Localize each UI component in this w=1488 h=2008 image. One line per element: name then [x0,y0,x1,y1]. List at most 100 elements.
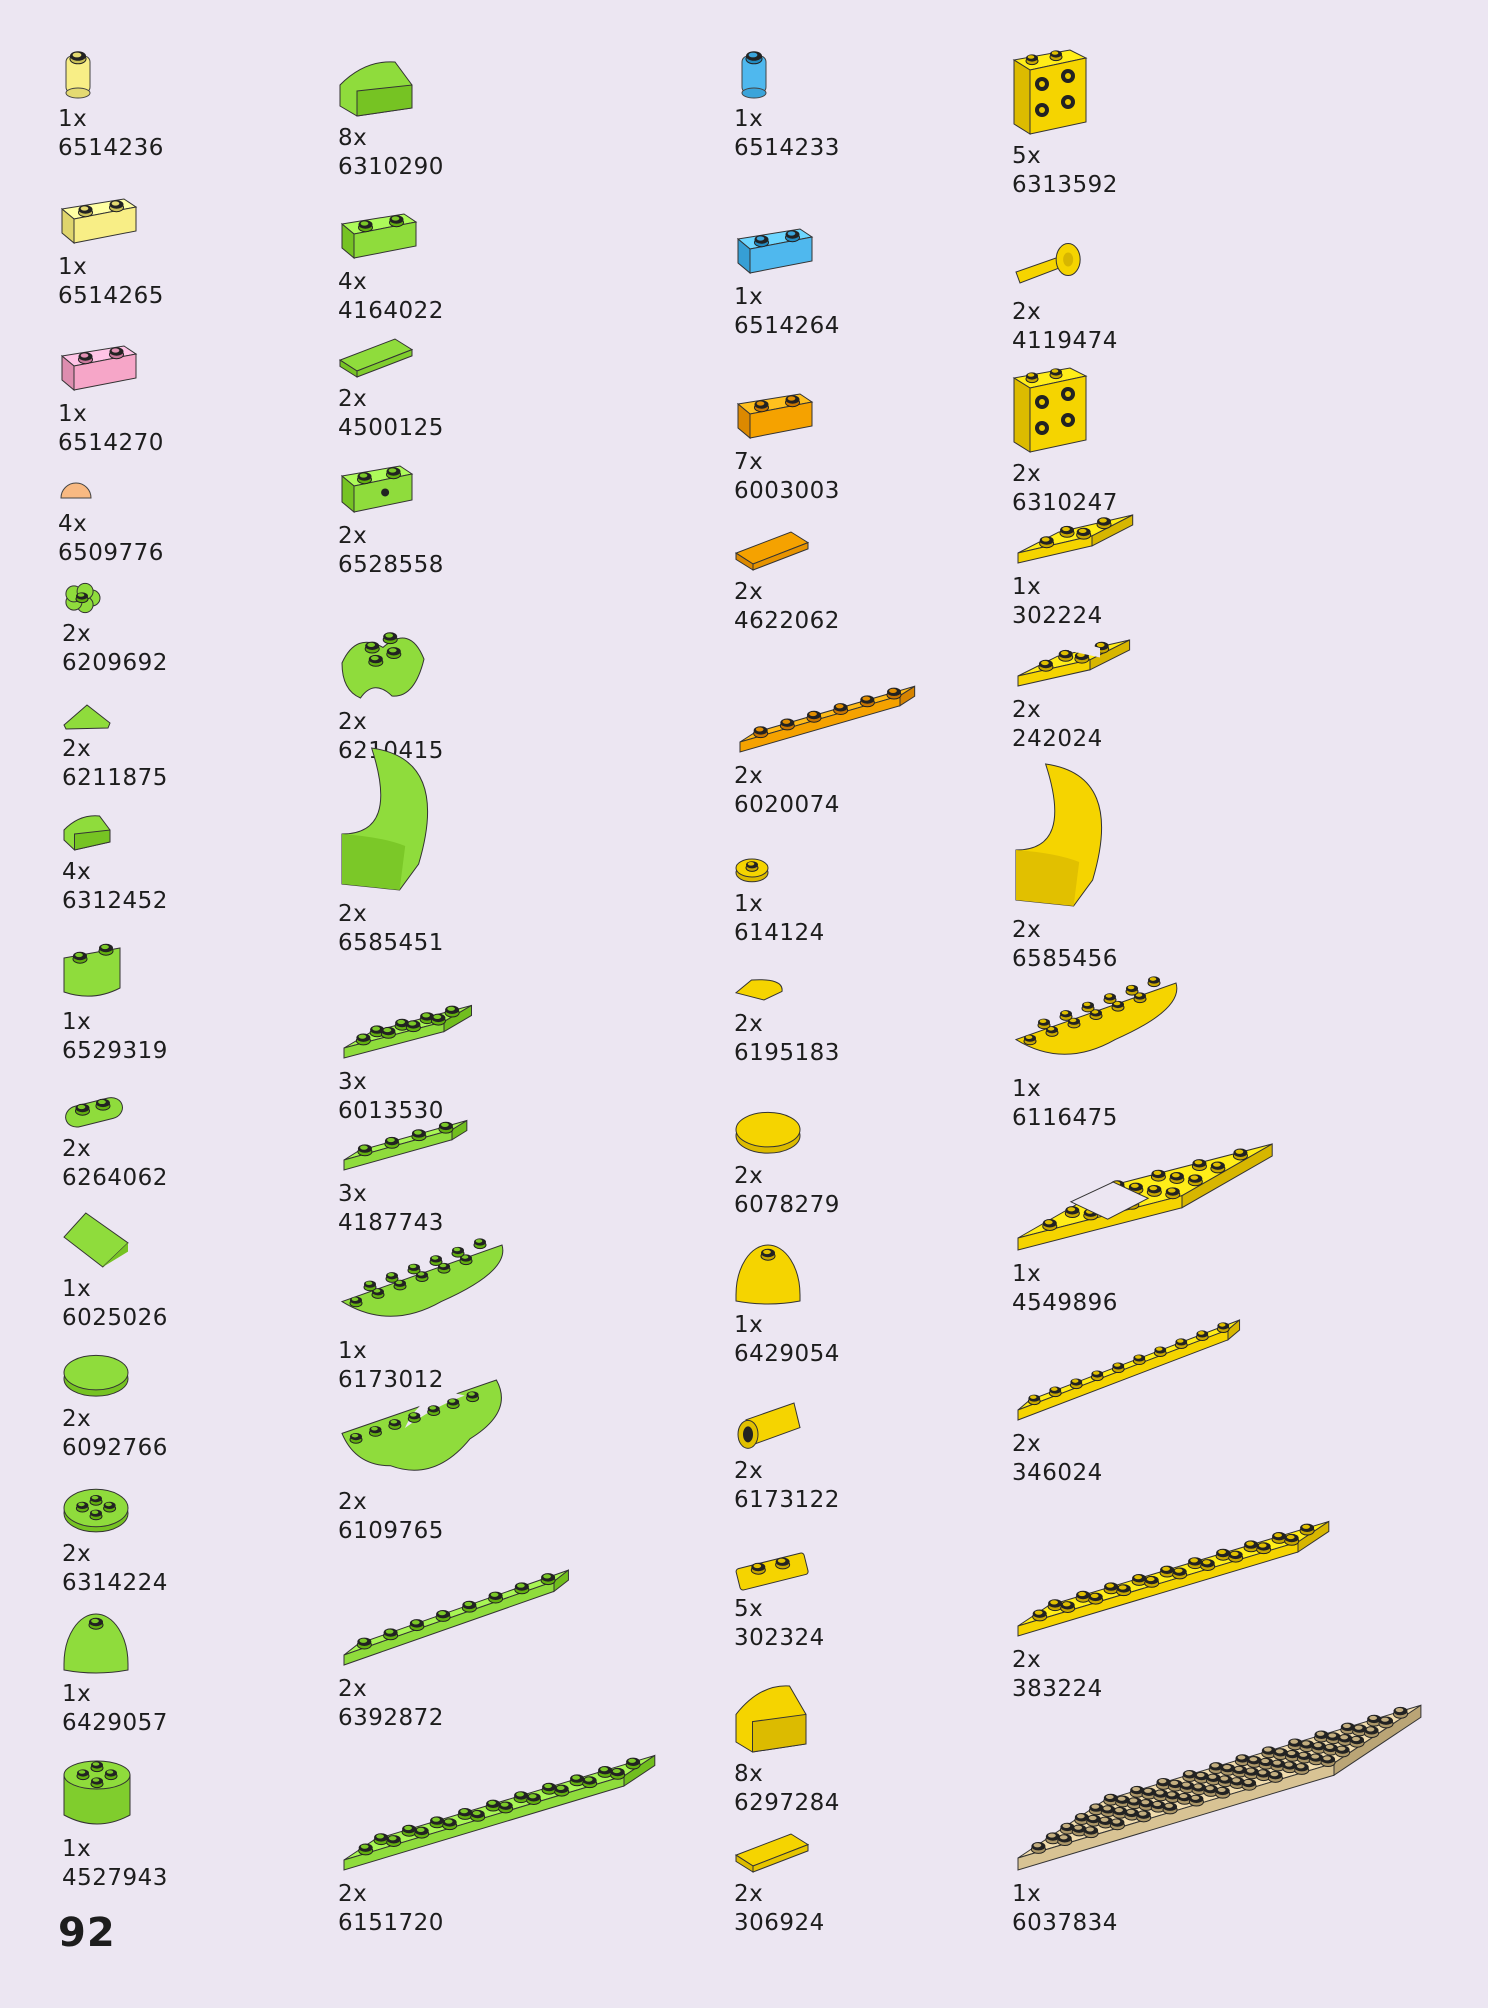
part-number: 6310290 [338,154,444,180]
part-number: 6003003 [734,478,840,504]
slope-side [752,1713,807,1753]
part-number: 6392872 [338,1705,444,1731]
part-item: 2x 6211875 [62,703,282,793]
stud [1165,1187,1181,1200]
stud [582,1776,598,1789]
stud [1103,993,1117,1004]
part-quantity: 2x [734,1163,764,1189]
part-number: 6313592 [1012,172,1118,198]
part-quantity: 3x [338,1181,368,1207]
stud [1144,1575,1160,1588]
stud [95,1098,111,1111]
round-1x1-icon [741,51,767,99]
base [65,87,91,99]
part-item: 1x 6429057 [62,1612,282,1738]
round-tile-2x2-icon [735,1111,801,1154]
stud [78,352,93,365]
stud [411,1129,427,1142]
part-quantity: 1x [58,106,88,132]
plate [735,1552,809,1591]
stud [1191,1159,1207,1172]
stud [1060,1601,1076,1613]
stud [1320,1755,1336,1768]
stud [442,1818,458,1831]
part-item: 1x 6037834 [1012,1694,1422,1938]
stud [1323,1743,1339,1756]
curved-slope-1x2-icon [339,61,413,117]
arch-curve-icon [341,747,429,891]
slope-face [63,1212,129,1268]
stud [1271,1532,1287,1544]
part-number: 6116475 [1012,1105,1118,1131]
stud [541,1782,557,1795]
stud [1217,1775,1233,1788]
stud [1103,1582,1119,1595]
stud [1313,1730,1329,1743]
stud [1191,1783,1207,1796]
axle [1015,256,1063,284]
stud [1074,1813,1090,1825]
stud [98,943,114,956]
stud [540,1573,556,1586]
plate-6x12-icon [1017,1704,1422,1871]
round-plate-2x2-icon [63,1488,129,1533]
cylinder-hole [743,1426,753,1443]
stud [1112,1806,1128,1819]
stud [1153,1346,1167,1358]
stud [1069,1378,1083,1390]
part-quantity: 2x [62,621,92,647]
part-item: 2x 6585456 [1012,760,1232,974]
side-stud-core [1039,81,1045,87]
part-number: 4622062 [734,608,840,634]
stud [745,861,759,872]
stud [385,1272,399,1283]
stud [1111,1362,1125,1374]
stud [407,1412,421,1423]
brick-studs-side-icon [1012,49,1088,135]
stud [90,1761,104,1773]
stud [1179,1781,1195,1794]
stud [1256,1542,1272,1555]
stud [1147,976,1161,988]
part-item: 1x 6514233 [734,44,954,163]
brick-studs-side-icon [1012,367,1088,453]
stud [1287,1738,1303,1751]
part-item: 2x 6585451 [338,744,558,958]
part-number: 6013530 [338,1098,444,1124]
part-quantity: 2x [734,1458,764,1484]
part-item: 2x 6109765 [338,1374,558,1546]
stud [1172,1567,1188,1580]
plate-2x2-icon [1017,514,1134,564]
stud [380,1026,396,1039]
stud [358,220,373,233]
stud [373,1833,389,1846]
corner-plate-icon [1017,639,1131,687]
quarter-tile-icon [734,979,783,1001]
page-number: 92 [58,1910,116,1956]
stud [1261,1746,1277,1759]
stud [1049,368,1063,380]
stud [401,1824,417,1837]
arch-side [342,834,406,890]
plate-side [739,695,901,753]
plate-end [1297,1520,1330,1553]
frame-plate-icon [1017,1143,1273,1251]
stud [1023,1034,1037,1046]
stud [357,1144,373,1157]
stud [349,1433,363,1444]
part-item: 4x 4164022 [338,202,558,326]
plate-end [1089,639,1131,671]
part-item: 1x 6514264 [734,217,954,341]
part-quantity: 2x [62,1136,92,1162]
stud [1086,1814,1102,1827]
part-quantity: 2x [338,709,368,735]
part-number: 6310247 [1012,490,1118,516]
stud [1025,372,1039,384]
part-number: 6151720 [338,1910,444,1936]
stud [1059,525,1075,538]
side-stud-core [1065,99,1071,105]
part-item: 2x 4119474 [1012,242,1232,356]
stud [1174,1338,1188,1349]
plate-1x6-icon [739,685,916,753]
